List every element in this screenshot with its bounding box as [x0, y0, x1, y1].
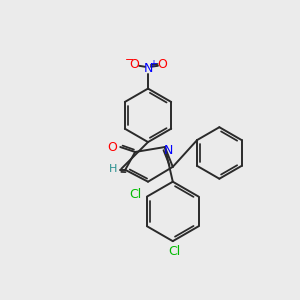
Text: N: N [143, 62, 153, 75]
Text: Cl: Cl [169, 244, 181, 258]
Text: +: + [149, 59, 157, 69]
Text: N: N [164, 145, 173, 158]
Text: O: O [107, 140, 117, 154]
Text: O: O [129, 58, 139, 71]
Text: O: O [157, 58, 167, 71]
Text: H: H [109, 164, 118, 174]
Text: Cl: Cl [129, 188, 141, 201]
Text: −: − [124, 55, 134, 65]
